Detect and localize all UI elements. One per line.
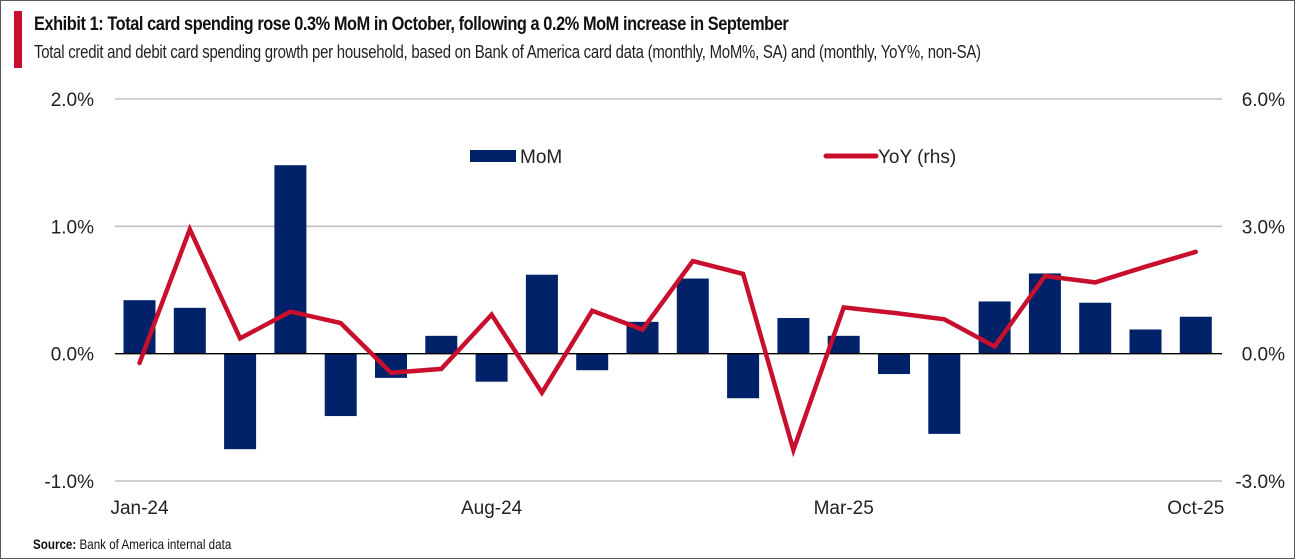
- yoy-line: [137, 223, 1199, 458]
- mom-bars: [123, 165, 1212, 450]
- mom-bar: [928, 353, 961, 434]
- mom-bar: [274, 165, 307, 354]
- chart-title: Exhibit 1: Total card spending rose 0.3%…: [34, 14, 789, 35]
- mom-bar: [878, 353, 910, 375]
- x-tick-label: Oct-25: [1167, 498, 1224, 519]
- mom-bar: [173, 307, 206, 354]
- y-left-tick-label: 0.0%: [51, 345, 94, 366]
- mom-bar: [123, 300, 156, 354]
- mom-bar: [827, 335, 860, 354]
- y-right-tick-label: -3.0%: [1235, 472, 1285, 493]
- legend-mom-label: MoM: [520, 147, 562, 168]
- mom-bar: [1179, 316, 1212, 354]
- chart-subtitle: Total credit and debit card spending gro…: [34, 42, 981, 62]
- legend-mom-swatch: [470, 150, 516, 162]
- yoy-line-series: [137, 223, 1199, 458]
- mom-bar: [727, 353, 760, 399]
- x-tick-label: Mar-25: [814, 498, 874, 519]
- source-text: Bank of America internal data: [79, 536, 232, 552]
- y-right-tick-label: 0.0%: [1242, 345, 1285, 366]
- source-note: Source: Bank of America internal data: [33, 536, 231, 552]
- y-left-tick-label: 1.0%: [51, 217, 94, 238]
- mom-bar: [576, 353, 609, 371]
- mom-bar: [1129, 329, 1162, 354]
- mom-bar: [324, 353, 357, 417]
- mom-bar: [224, 353, 257, 450]
- mom-bar: [425, 335, 458, 354]
- mom-bar: [1079, 302, 1112, 354]
- axis-ticks: 2.0% 1.0% 0.0% -1.0% 6.0% 3.0% 0.0% -3.0% Jan-24…: [44, 90, 1285, 519]
- mom-bar: [777, 318, 810, 354]
- y-right-tick-label: 3.0%: [1242, 217, 1285, 238]
- x-tick-label: Jan-24: [110, 498, 169, 519]
- x-tick-label: Aug-24: [461, 498, 523, 519]
- y-right-tick-label: 6.0%: [1242, 90, 1285, 111]
- mom-bar: [525, 274, 558, 354]
- mom-bar: [1028, 273, 1061, 354]
- mom-bar: [676, 278, 709, 354]
- legend: MoM YoY (rhs): [470, 147, 956, 168]
- mom-bar: [475, 353, 508, 382]
- y-left-tick-label: -1.0%: [44, 472, 94, 493]
- source-label: Source:: [33, 536, 77, 552]
- legend-yoy-label: YoY (rhs): [878, 147, 956, 168]
- exhibit-accent-bar: [14, 11, 22, 68]
- y-left-tick-label: 2.0%: [51, 90, 94, 111]
